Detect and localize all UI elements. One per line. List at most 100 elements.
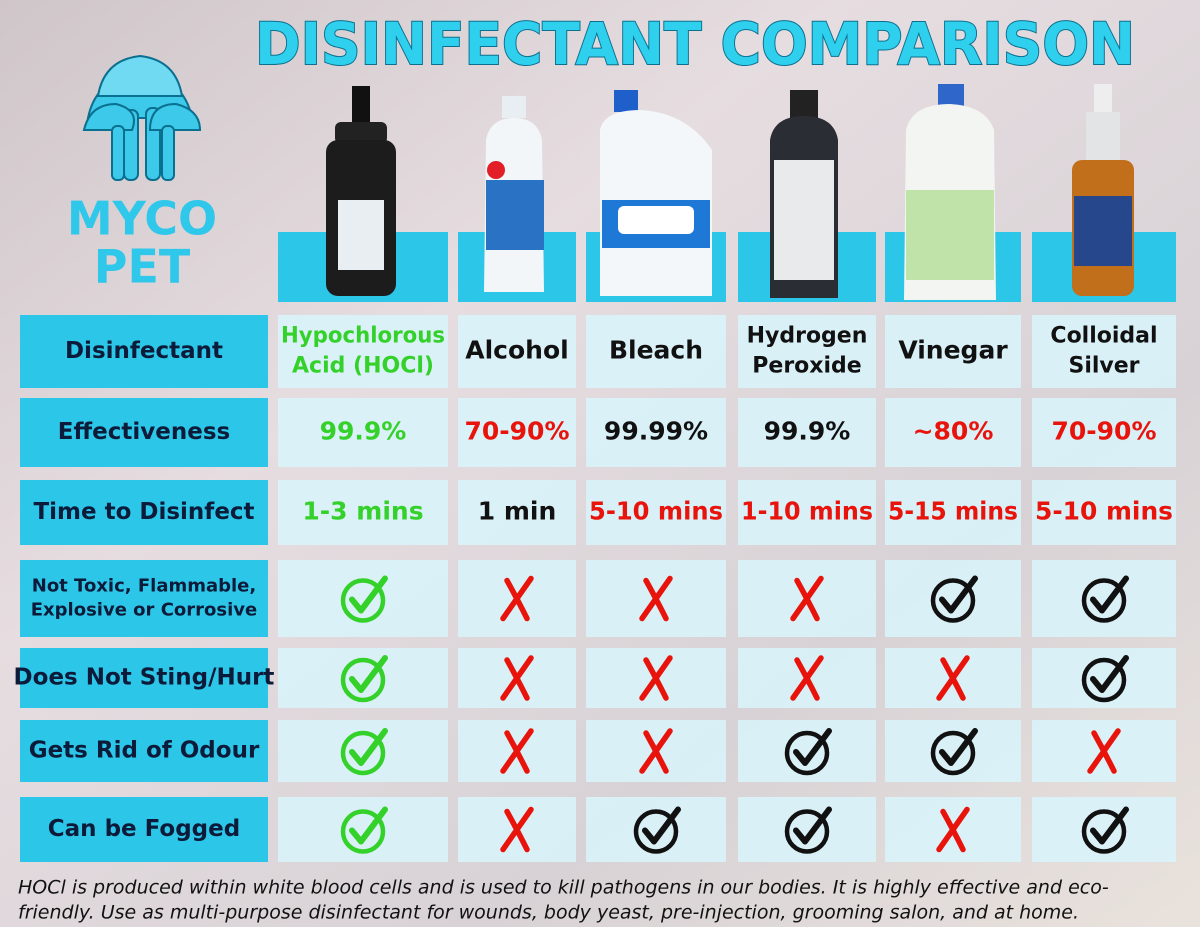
value-cell xyxy=(278,398,448,467)
row-label: Explosive or Corrosive xyxy=(31,600,257,621)
cross-icon xyxy=(639,728,673,774)
check-icon xyxy=(1090,806,1129,845)
row-label: Can be Fogged xyxy=(48,816,240,842)
value-cell xyxy=(278,560,448,637)
cell-text: 99.99% xyxy=(604,417,708,446)
value-cell xyxy=(885,315,1021,388)
check-icon xyxy=(1081,809,1127,854)
cross-icon xyxy=(500,728,534,774)
value-cell xyxy=(278,315,448,388)
cell-text: 5-10 mins xyxy=(589,497,723,526)
value-cell xyxy=(885,398,1021,467)
check-icon xyxy=(784,809,830,854)
row-label-cell xyxy=(20,398,268,467)
logo-mushrooms xyxy=(82,54,202,181)
cell-text: 1 min xyxy=(478,497,557,526)
cell-text: Alcohol xyxy=(465,336,568,365)
value-cell xyxy=(1032,315,1176,388)
cross-icon xyxy=(1087,728,1121,774)
check-icon xyxy=(340,730,386,776)
cell-text: 99.9% xyxy=(764,417,851,446)
cell-text: 70-90% xyxy=(464,417,569,446)
footer-note: friendly. Use as multi-purpose disinfect… xyxy=(18,902,1079,924)
row-label: Effectiveness xyxy=(58,419,230,445)
row-label: Not Toxic, Flammable, xyxy=(32,576,256,597)
value-cell xyxy=(738,398,876,467)
check-icon xyxy=(784,730,830,776)
cell-text: Colloidal xyxy=(1050,324,1157,349)
logo-text: PET xyxy=(94,240,191,294)
row-label: Disinfectant xyxy=(65,338,223,364)
title: DISINFECTANT COMPARISON xyxy=(255,10,1135,78)
cross-icon xyxy=(790,655,824,701)
row-label: Gets Rid of Odour xyxy=(29,738,260,764)
product-bottles xyxy=(326,84,1134,300)
value-cell xyxy=(738,480,876,545)
value-cell xyxy=(1032,480,1176,545)
check-icon xyxy=(349,728,388,766)
cross-icon xyxy=(936,655,970,701)
value-cell xyxy=(738,315,876,388)
cell-text: 1-3 mins xyxy=(302,497,423,526)
cross-icon xyxy=(790,575,824,622)
row-label: Time to Disinfect xyxy=(33,499,254,525)
row-label-cell xyxy=(20,648,268,708)
value-cell xyxy=(1032,560,1176,637)
value-cell xyxy=(586,315,726,388)
check-icon xyxy=(633,809,679,854)
cell-text: Hypochlorous xyxy=(281,324,445,349)
check-icon xyxy=(642,806,681,845)
cell-text: Silver xyxy=(1068,354,1139,379)
row-label-cell xyxy=(20,560,268,637)
logo-text: MYCO xyxy=(67,192,217,246)
value-cell xyxy=(458,480,576,545)
value-cell xyxy=(586,480,726,545)
cross-icon xyxy=(500,806,534,853)
cross-icon xyxy=(639,655,673,701)
check-icon xyxy=(349,806,388,845)
footer-note: HOCl is produced within white blood cell… xyxy=(18,877,1109,899)
value-cell xyxy=(586,398,726,467)
cross-icon xyxy=(639,575,673,622)
check-icon xyxy=(793,728,832,766)
check-icon xyxy=(349,575,388,614)
check-icon xyxy=(340,809,386,854)
check-icon xyxy=(1081,578,1127,623)
check-icon xyxy=(349,655,388,693)
cell-text: 5-10 mins xyxy=(1035,497,1173,526)
check-icon xyxy=(1081,657,1127,703)
cross-icon xyxy=(936,806,970,853)
check-icon xyxy=(939,728,978,766)
check-icon xyxy=(939,575,978,614)
check-icon xyxy=(1090,575,1129,614)
cell-text: Acid (HOCl) xyxy=(292,354,434,379)
cross-icon xyxy=(500,655,534,701)
value-cell xyxy=(458,398,576,467)
cell-text: Bleach xyxy=(609,336,703,365)
check-icon xyxy=(340,578,386,623)
cell-text: Peroxide xyxy=(752,354,861,379)
cell-text: Hydrogen xyxy=(747,324,868,349)
row-label-cell xyxy=(20,480,268,545)
cell-text: 5-15 mins xyxy=(888,497,1018,526)
check-icon xyxy=(1090,655,1129,693)
check-icon xyxy=(340,657,386,703)
cell-text: ~80% xyxy=(913,417,994,446)
row-label-cell xyxy=(20,315,268,388)
cell-text: 99.9% xyxy=(320,417,407,446)
row-label: Does Not Sting/Hurt xyxy=(14,665,275,691)
comparison-table: Disinfectant Hypochlorous Acid (HOCl) Alcoh… xyxy=(14,315,1176,862)
cell-text: 1-10 mins xyxy=(741,497,873,526)
check-icon xyxy=(930,730,976,776)
value-cell xyxy=(885,560,1021,637)
cross-icon xyxy=(500,575,534,622)
check-icon xyxy=(930,578,976,623)
row-label-cell xyxy=(20,797,268,862)
value-cell xyxy=(885,480,1021,545)
value-cell xyxy=(278,480,448,545)
cell-text: Vinegar xyxy=(898,336,1008,365)
value-cell xyxy=(458,315,576,388)
row-label-cell xyxy=(20,720,268,782)
